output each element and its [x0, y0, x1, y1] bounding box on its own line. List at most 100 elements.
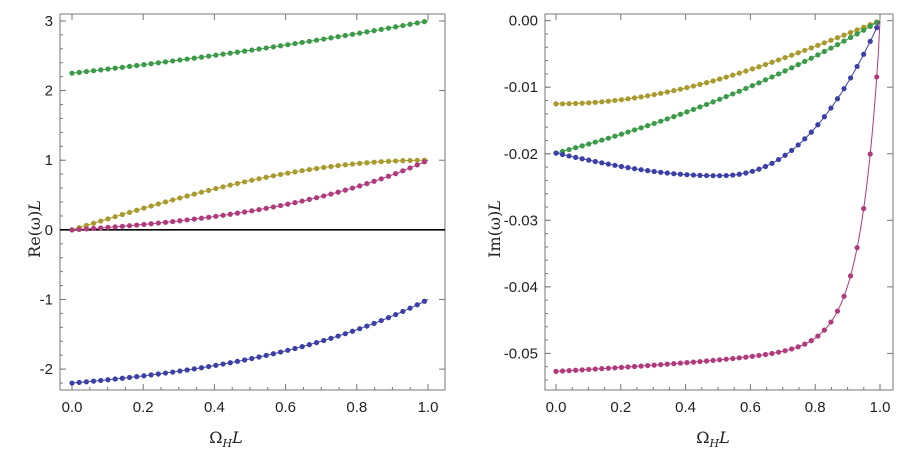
left-point-magenta [321, 193, 327, 199]
right-point-blue [658, 169, 664, 175]
right-point-green [749, 83, 755, 89]
left-point-green [98, 67, 104, 73]
right-point-magenta [697, 358, 703, 365]
right-point-magenta [821, 327, 827, 333]
right-point-olive [703, 80, 710, 86]
right-point-blue [684, 172, 690, 178]
right-point-magenta [769, 350, 775, 357]
left-point-olive [90, 220, 97, 226]
left-point-magenta [198, 215, 205, 221]
left-point-olive [170, 197, 176, 203]
right-point-magenta [566, 368, 572, 374]
right-point-olive [847, 29, 854, 36]
left-point-blue [263, 352, 269, 359]
left-point-green [105, 66, 111, 72]
right-series-blue [553, 20, 881, 179]
left-point-magenta [119, 223, 125, 229]
right-point-olive [658, 90, 664, 96]
right-point-blue [651, 168, 657, 175]
right-point-olive [697, 81, 703, 87]
left-point-blue [277, 349, 284, 355]
left-point-blue [76, 379, 82, 386]
right-point-green [664, 116, 670, 122]
left-point-magenta [371, 178, 377, 184]
right-point-green [566, 146, 572, 153]
left-point-green [364, 29, 370, 35]
right-point-green [854, 31, 860, 37]
right-point-olive [684, 85, 690, 91]
right-point-olive [651, 91, 657, 98]
right-point-green [828, 45, 834, 51]
left-plot-series [69, 19, 429, 386]
right-point-magenta [808, 338, 814, 344]
left-x-axis-label: ΩHL [209, 428, 242, 450]
left-point-olive [191, 191, 197, 197]
right-point-magenta [651, 362, 657, 368]
left-point-blue [313, 340, 320, 346]
right-y-axis-label: Im(ω)L [485, 200, 504, 258]
left-point-olive [98, 218, 104, 224]
right-point-magenta [828, 319, 834, 325]
left-point-magenta [328, 191, 334, 197]
left-point-green [141, 62, 147, 68]
right-point-blue [802, 136, 808, 142]
left-point-green [393, 24, 399, 30]
left-point-blue [134, 374, 140, 380]
right-point-magenta [717, 357, 723, 363]
right-point-olive [671, 88, 677, 94]
right-point-magenta [612, 365, 618, 371]
right-point-magenta [723, 356, 729, 362]
left-point-olive [206, 187, 212, 193]
right-point-green [618, 131, 625, 137]
left-point-magenta [148, 221, 154, 227]
left-curve-magenta [71, 159, 429, 231]
left-point-olive [242, 179, 248, 185]
left-series-blue [69, 298, 429, 386]
left-plot-ticks: 0.0 0.2 0.4 0.6 0.8 1.0 -2 -1 0 1 2 3 [40, 13, 445, 416]
left-point-magenta [227, 211, 233, 217]
right-point-magenta [664, 361, 670, 367]
right-point-green [625, 129, 631, 135]
right-point-olive [717, 76, 723, 82]
right-point-blue [605, 161, 611, 167]
right-point-green [730, 91, 736, 97]
right-point-blue [618, 163, 625, 170]
right-point-green [815, 52, 821, 58]
left-point-blue [357, 326, 363, 332]
right-point-magenta [789, 346, 795, 352]
right-point-blue [703, 172, 710, 179]
left-point-magenta [385, 173, 392, 179]
left-point-green [328, 35, 334, 41]
left-point-blue [148, 372, 154, 378]
right-series-magenta [553, 20, 881, 374]
left-point-green [421, 19, 428, 25]
left-point-green [119, 64, 125, 70]
left-point-olive [277, 171, 284, 178]
right-point-green [612, 133, 618, 139]
left-point-green [321, 36, 327, 42]
left-point-magenta [249, 208, 255, 214]
left-point-magenta [170, 218, 176, 225]
right-point-magenta [710, 357, 716, 364]
right-point-magenta [802, 341, 808, 347]
right-point-olive [841, 32, 847, 38]
left-y-tick-label: 3 [45, 13, 53, 30]
left-series-green [69, 19, 429, 76]
right-point-magenta [586, 366, 592, 373]
left-point-olive [407, 157, 413, 164]
right-point-green [789, 65, 795, 71]
left-point-magenta [335, 189, 341, 195]
left-point-blue [393, 311, 399, 318]
right-point-green [723, 94, 729, 100]
right-point-blue [756, 166, 762, 172]
right-point-olive [762, 61, 769, 68]
left-point-magenta [155, 220, 161, 226]
left-point-magenta [76, 226, 82, 232]
right-point-magenta [684, 360, 690, 366]
right-point-blue [559, 151, 566, 158]
right-x-tick-label: 0.0 [546, 399, 567, 416]
left-point-green [213, 52, 219, 58]
left-point-olive [256, 176, 262, 182]
left-point-green [263, 45, 269, 51]
